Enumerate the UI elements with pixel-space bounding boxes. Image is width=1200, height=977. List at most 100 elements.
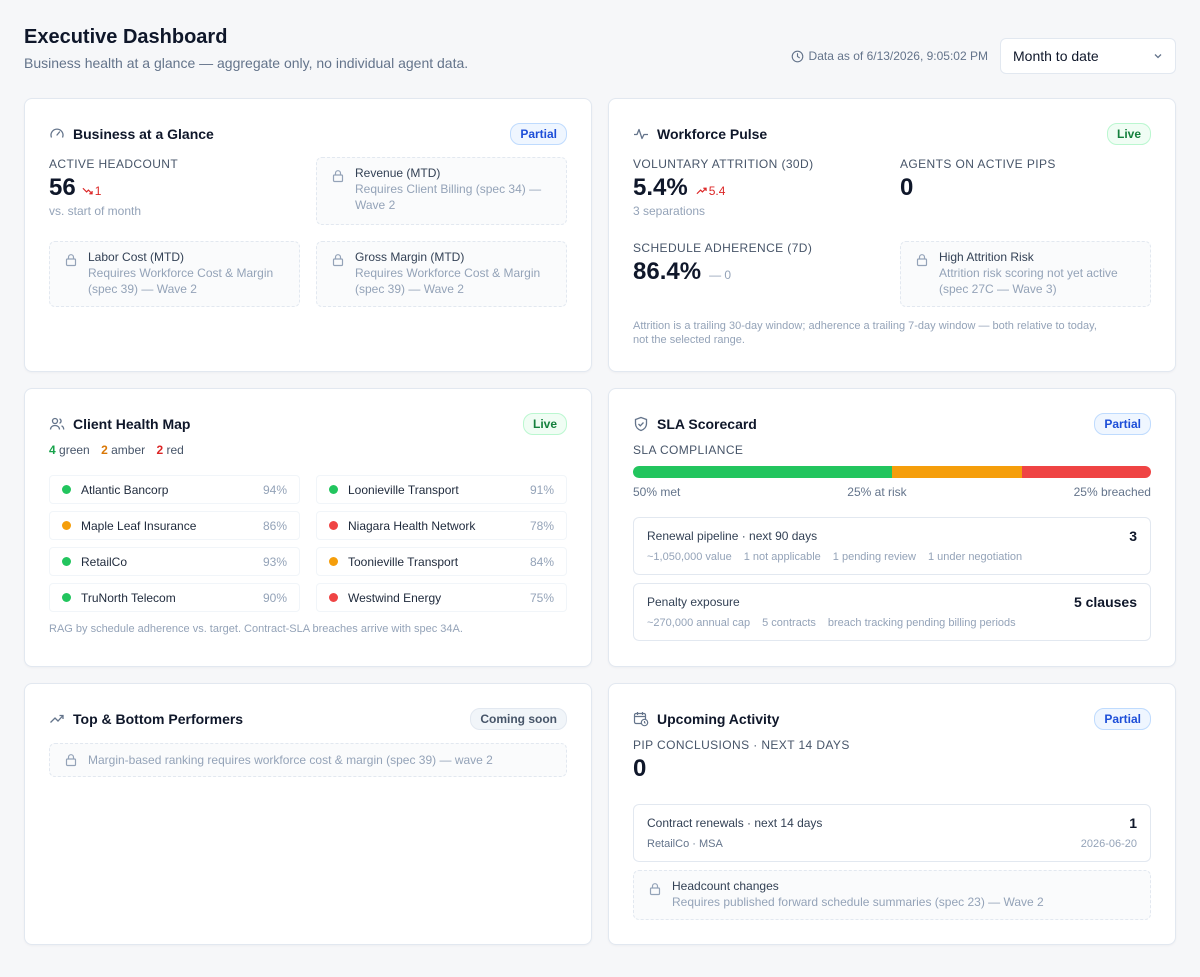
pips-value: 0 [900, 174, 914, 201]
trending-up-icon [50, 714, 64, 723]
status-badge: Coming soon [470, 708, 567, 730]
status-dot [62, 521, 71, 530]
status-badge: Partial [510, 123, 567, 145]
performers-card: Top & Bottom Performers Coming soon Marg… [24, 683, 592, 945]
renewal-count: 3 [1129, 528, 1137, 544]
green-count: 4 [49, 443, 56, 457]
card-title: Business at a Glance [73, 126, 214, 142]
client-row[interactable]: Niagara Health Network 78% [316, 511, 567, 540]
status-dot [329, 557, 338, 566]
client-row[interactable]: Westwind Energy 75% [316, 583, 567, 612]
as-of-text: Data as of 6/13/2026, 9:05:02 PM [808, 49, 988, 63]
locked-desc: Wave 2 [355, 198, 396, 212]
adherence-value: 86.4% [633, 258, 702, 285]
page-title: Executive Dashboard [24, 26, 228, 48]
met-label: 50% met [633, 485, 681, 499]
locked-desc: Attrition risk scoring not yet active [939, 266, 1118, 280]
locked-title: Labor Cost (MTD) [88, 250, 185, 264]
page-subtitle: Business health at a glance — aggregate … [24, 55, 469, 71]
status-dot [329, 593, 338, 602]
status-badge: Partial [1094, 413, 1151, 435]
upcoming-activity-card: Upcoming Activity Partial PIP Conclusion… [608, 683, 1176, 945]
client-row[interactable]: Atlantic Bancorp 94% [49, 475, 300, 504]
red-count: 2 [156, 443, 164, 457]
locked-desc: (spec 39) — Wave 2 [88, 282, 197, 296]
green-label: green [59, 443, 90, 457]
lock-icon [332, 254, 344, 267]
status-badge: Live [522, 413, 567, 435]
meta-item: 1 under negotiation [927, 551, 1023, 563]
client-adherence: 93% [262, 554, 287, 569]
client-name: Maple Leaf Insurance [81, 518, 197, 533]
at-risk-label: 25% at risk [847, 485, 907, 499]
gauge-icon [50, 128, 64, 138]
locked-desc: Requires Workforce Cost & Margin [88, 266, 274, 280]
attrition-label: Voluntary Attrition (30D) [633, 157, 814, 171]
page-header: Executive Dashboard Business health at a… [24, 26, 1176, 76]
client-name: RetailCo [81, 554, 128, 569]
client-health-map-card: Client Health Map Live 4 green 2 amber 2… [24, 388, 592, 667]
locked-revenue: Revenue (MTD) Requires Client Billing (s… [316, 157, 567, 225]
client-row[interactable]: RetailCo 93% [49, 547, 300, 576]
client-name: Atlantic Bancorp [81, 482, 169, 497]
meta-item: 1 not applicable [743, 551, 821, 563]
locked-desc: Requires Client Billing (spec 34) — [355, 182, 542, 196]
locked-headcount-changes: Headcount changes Requires published for… [633, 870, 1151, 920]
card-title: Upcoming Activity [657, 711, 780, 727]
headcount-value: 56 [49, 174, 76, 201]
client-adherence: 91% [529, 482, 554, 497]
locked-performers: Margin-based ranking requires workforce … [49, 743, 567, 777]
meta-item: 5 contracts [762, 617, 816, 629]
status-dot [329, 485, 338, 494]
locked-desc: Margin-based ranking requires workforce … [88, 753, 493, 767]
breached-segment [1021, 466, 1151, 478]
adherence-label: Schedule Adherence (7D) [633, 241, 813, 255]
locked-desc: (spec 27C — Wave 3) [939, 282, 1057, 296]
locked-attrition-risk: High Attrition Risk Attrition risk scori… [900, 241, 1151, 307]
locked-title: High Attrition Risk [939, 250, 1034, 264]
adherence-delta: — 0 [709, 268, 732, 282]
trend-up-icon [696, 187, 707, 195]
at-risk-segment [892, 466, 1022, 478]
penalty-meta: ~270,000 annual cap 5 contracts breach tra… [647, 617, 1137, 629]
lock-icon [916, 254, 928, 267]
client-grid: Atlantic Bancorp 94% Loonieville Transport… [49, 475, 567, 612]
trend-down-icon [82, 187, 93, 195]
chevron-down-icon [1154, 54, 1162, 59]
headcount-delta-value: 1 [94, 184, 102, 198]
attrition-note: 3 separations [633, 204, 706, 218]
penalty-exposure: Penalty exposure 5 clauses ~270,000 annu… [633, 583, 1151, 641]
locked-desc: Requires published forward schedule summ… [672, 895, 1044, 909]
headcount-delta: 1 [82, 184, 102, 198]
client-name: Toonieville Transport [348, 554, 459, 569]
penalty-count: 5 clauses [1073, 594, 1137, 610]
client-row[interactable]: TruNorth Telecom 90% [49, 583, 300, 612]
sla-scorecard-card: SLA Scorecard Partial SLA Compliance 50%… [608, 388, 1176, 667]
pips-label: Agents on Active PIPs [900, 157, 1056, 171]
status-dot [329, 521, 338, 530]
footnote-line: not the selected range. [633, 334, 745, 346]
client-name: Loonieville Transport [348, 482, 459, 497]
status-dot [62, 557, 71, 566]
renewal-title: Renewal pipeline · next 90 days [647, 529, 818, 543]
shield-icon [634, 416, 648, 432]
renewals-count: 1 [1129, 815, 1137, 831]
locked-title: Headcount changes [672, 879, 779, 893]
card-title: SLA Scorecard [657, 416, 757, 432]
attrition-delta-value: 5.4 [708, 184, 726, 198]
renewals-title: Contract renewals · next 14 days [647, 816, 823, 830]
client-row[interactable]: Maple Leaf Insurance 86% [49, 511, 300, 540]
sla-compliance-bar [633, 466, 1151, 478]
client-adherence: 75% [529, 590, 554, 605]
client-row[interactable]: Toonieville Transport 84% [316, 547, 567, 576]
card-title: Workforce Pulse [657, 126, 768, 142]
status-dot [62, 485, 71, 494]
card-title: Client Health Map [73, 416, 191, 432]
locked-title: Gross Margin (MTD) [355, 250, 465, 264]
locked-desc: Requires Workforce Cost & Margin [355, 266, 541, 280]
client-row[interactable]: Loonieville Transport 91% [316, 475, 567, 504]
pip-value: 0 [633, 755, 647, 782]
workforce-pulse-card: Workforce Pulse Live Voluntary Attrition… [608, 98, 1176, 372]
date-range-select[interactable]: Month to date [1000, 38, 1176, 74]
locked-title: Revenue (MTD) [355, 166, 441, 180]
